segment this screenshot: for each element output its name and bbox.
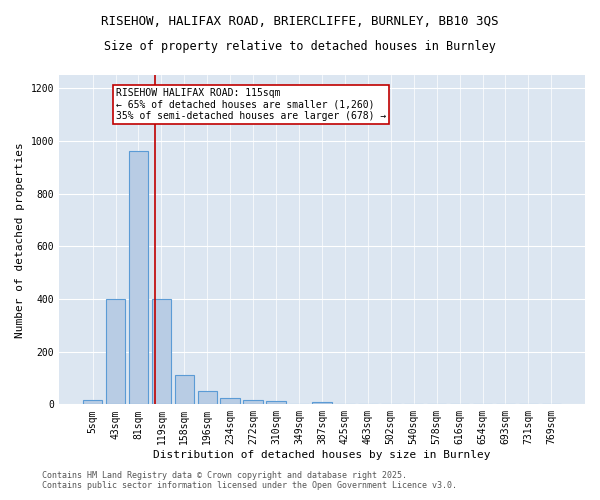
- Text: Contains HM Land Registry data © Crown copyright and database right 2025.
Contai: Contains HM Land Registry data © Crown c…: [42, 470, 457, 490]
- Y-axis label: Number of detached properties: Number of detached properties: [15, 142, 25, 338]
- Bar: [266, 401, 286, 404]
- Bar: [152, 299, 171, 405]
- Text: RISEHOW HALIFAX ROAD: 115sqm
← 65% of detached houses are smaller (1,260)
35% of: RISEHOW HALIFAX ROAD: 115sqm ← 65% of de…: [116, 88, 386, 122]
- Bar: [244, 400, 263, 404]
- Bar: [83, 400, 103, 404]
- Text: Size of property relative to detached houses in Burnley: Size of property relative to detached ho…: [104, 40, 496, 53]
- Bar: [197, 391, 217, 404]
- Bar: [175, 376, 194, 404]
- Bar: [312, 402, 332, 404]
- Text: RISEHOW, HALIFAX ROAD, BRIERCLIFFE, BURNLEY, BB10 3QS: RISEHOW, HALIFAX ROAD, BRIERCLIFFE, BURN…: [101, 15, 499, 28]
- Bar: [220, 398, 240, 404]
- Bar: [106, 299, 125, 405]
- X-axis label: Distribution of detached houses by size in Burnley: Distribution of detached houses by size …: [153, 450, 491, 460]
- Bar: [129, 152, 148, 404]
